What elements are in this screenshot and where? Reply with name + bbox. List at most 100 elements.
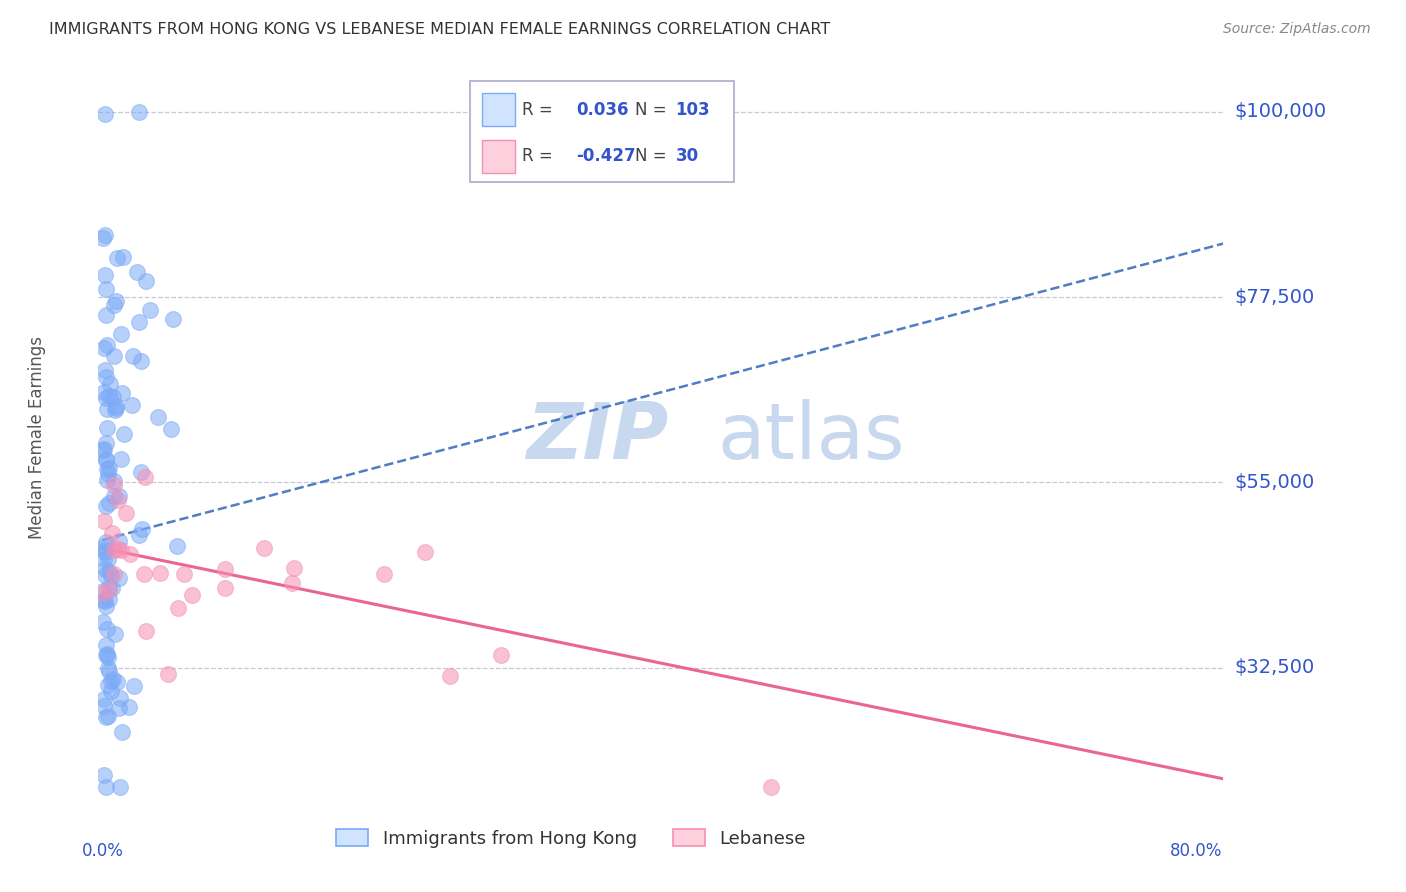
Point [101, 672, 124, 686]
Point [96, 370, 118, 384]
Point [110, 780, 132, 794]
Point [94, 107, 117, 121]
Point [103, 390, 125, 404]
Point [94, 599, 117, 614]
Text: atlas: atlas [717, 399, 904, 475]
Point [108, 700, 131, 714]
Point [98, 582, 121, 597]
Point [128, 527, 150, 541]
Point [91, 231, 114, 245]
Point [91, 586, 114, 600]
Text: IMMIGRANTS FROM HONG KONG VS LEBANESE MEDIAN FEMALE EARNINGS CORRELATION CHART: IMMIGRANTS FROM HONG KONG VS LEBANESE ME… [49, 22, 831, 37]
Point [94, 545, 117, 559]
Point [97, 649, 120, 664]
Point [97, 467, 120, 482]
Point [100, 582, 122, 596]
Point [103, 566, 125, 581]
Text: 0.0%: 0.0% [82, 842, 124, 860]
Point [149, 566, 172, 580]
Point [111, 724, 134, 739]
Text: R =: R = [523, 147, 558, 166]
Point [97, 592, 120, 607]
Point [121, 398, 143, 412]
Point [110, 452, 132, 467]
Point [112, 427, 135, 442]
Point [94, 499, 117, 513]
Point [138, 303, 160, 318]
Point [93, 442, 115, 456]
Point [281, 575, 304, 590]
Point [96, 710, 118, 724]
Point [96, 780, 118, 794]
Text: N =: N = [636, 147, 666, 166]
Point [104, 293, 127, 308]
Point [110, 327, 132, 342]
Point [759, 780, 782, 794]
Point [96, 473, 118, 487]
Point [491, 648, 513, 662]
Point [97, 661, 120, 675]
Point [91, 592, 114, 607]
FancyBboxPatch shape [482, 93, 515, 126]
Point [157, 666, 180, 681]
FancyBboxPatch shape [470, 81, 734, 182]
Point [94, 363, 117, 377]
Text: N =: N = [636, 101, 666, 119]
Text: $32,500: $32,500 [1234, 658, 1315, 677]
Point [120, 548, 142, 562]
Point [128, 315, 150, 329]
Point [105, 674, 128, 689]
Point [103, 298, 125, 312]
Point [111, 251, 134, 265]
Point [96, 622, 118, 636]
Point [101, 525, 124, 540]
Point [121, 349, 143, 363]
Point [214, 581, 236, 595]
Point [96, 461, 118, 475]
Point [373, 567, 395, 582]
Point [103, 542, 125, 557]
Point [129, 465, 152, 479]
Point [96, 402, 118, 417]
Text: 0.036: 0.036 [576, 101, 628, 119]
Point [162, 311, 184, 326]
Point [98, 665, 121, 679]
Point [439, 669, 461, 683]
Point [107, 492, 129, 507]
Point [94, 227, 117, 242]
Point [94, 539, 117, 553]
Text: 80.0%: 80.0% [1170, 842, 1222, 860]
Point [93, 699, 115, 714]
Point [100, 674, 122, 689]
Point [111, 386, 134, 401]
Text: Source: ZipAtlas.com: Source: ZipAtlas.com [1223, 22, 1371, 37]
Point [167, 601, 190, 615]
Point [94, 268, 117, 282]
Point [97, 678, 120, 692]
Point [103, 349, 125, 363]
Text: 30: 30 [675, 147, 699, 166]
Text: $55,000: $55,000 [1234, 473, 1315, 491]
Point [122, 679, 145, 693]
Point [173, 567, 195, 582]
Point [100, 684, 122, 698]
Point [104, 627, 127, 641]
Point [107, 533, 129, 548]
Point [94, 392, 117, 406]
Point [134, 470, 156, 484]
Point [107, 252, 129, 266]
Text: $77,500: $77,500 [1234, 287, 1315, 307]
Point [104, 403, 127, 417]
Point [146, 409, 169, 424]
Point [132, 567, 155, 582]
Point [180, 588, 202, 602]
Point [283, 561, 305, 575]
Point [214, 562, 236, 576]
Legend: Immigrants from Hong Kong, Lebanese: Immigrants from Hong Kong, Lebanese [329, 822, 813, 855]
Point [96, 647, 118, 661]
Point [103, 477, 125, 491]
Point [104, 401, 127, 416]
Point [94, 594, 117, 608]
FancyBboxPatch shape [482, 140, 515, 173]
Point [108, 571, 131, 585]
